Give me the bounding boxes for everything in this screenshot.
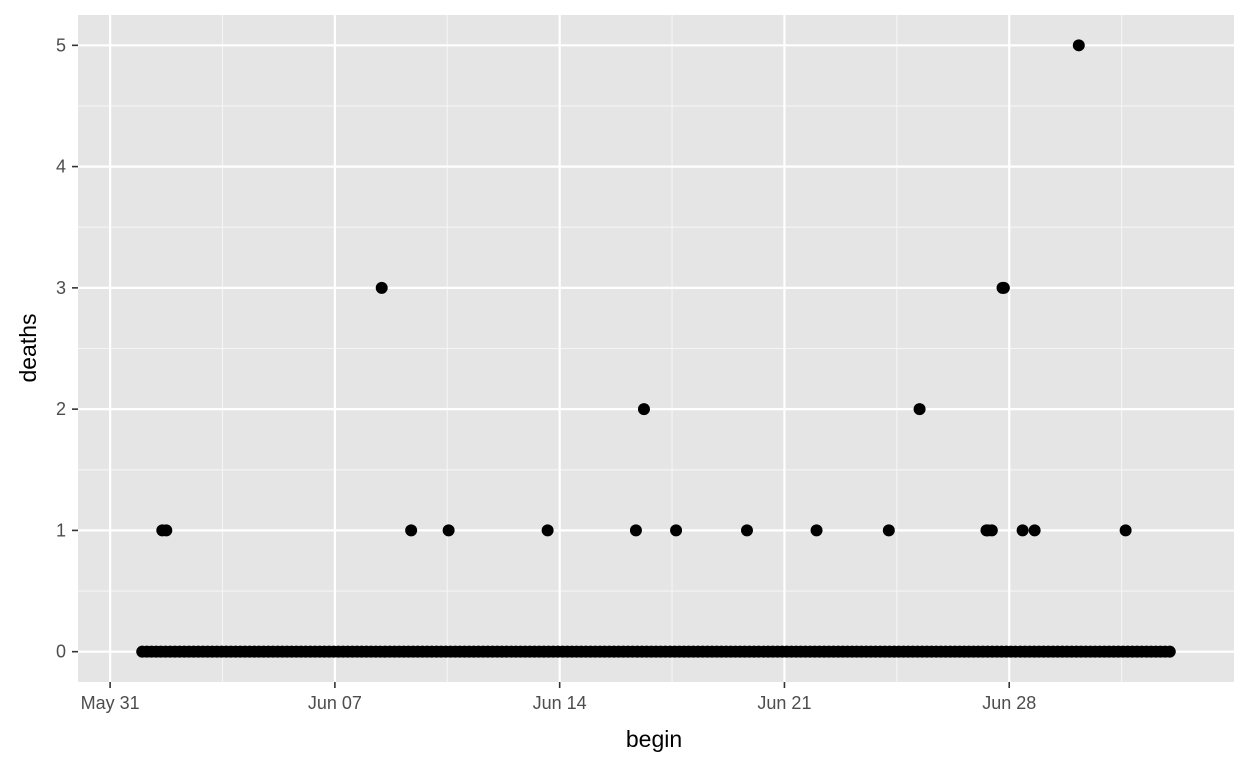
data-point	[997, 281, 1010, 294]
x-tick-label: Jun 14	[533, 693, 587, 713]
y-axis: 0 1 2 3 4 5	[56, 35, 78, 662]
data-point	[1028, 524, 1041, 537]
y-tick-label: 1	[56, 520, 66, 540]
data-point	[882, 524, 895, 537]
y-tick-label: 2	[56, 399, 66, 419]
data-point	[913, 403, 926, 416]
x-tick-label: Jun 07	[308, 693, 362, 713]
x-tick-label: Jun 21	[757, 693, 811, 713]
data-point	[160, 524, 173, 537]
x-axis-title: begin	[626, 726, 682, 752]
grid-minor	[78, 15, 1234, 682]
data-point	[985, 524, 998, 537]
y-tick-label: 5	[56, 35, 66, 55]
data-point	[1119, 524, 1132, 537]
data-point	[405, 524, 418, 537]
y-axis-title: deaths	[15, 313, 41, 382]
data-point	[629, 524, 642, 537]
data-point	[375, 281, 388, 294]
data-point	[670, 524, 683, 537]
y-tick-label: 4	[56, 157, 66, 177]
data-points	[136, 39, 1176, 658]
y-tick-label: 0	[56, 642, 66, 662]
x-tick-label: Jun 28	[982, 693, 1036, 713]
data-point	[1016, 524, 1029, 537]
x-axis: May 31 Jun 07 Jun 14 Jun 21 Jun 28	[81, 682, 1036, 713]
x-tick-label: May 31	[81, 693, 140, 713]
data-point	[740, 524, 753, 537]
data-point	[810, 524, 823, 537]
data-point	[442, 524, 455, 537]
data-point	[637, 403, 650, 416]
data-point	[541, 524, 554, 537]
y-tick-label: 3	[56, 278, 66, 298]
data-point	[1072, 39, 1085, 52]
data-point	[1163, 645, 1176, 658]
